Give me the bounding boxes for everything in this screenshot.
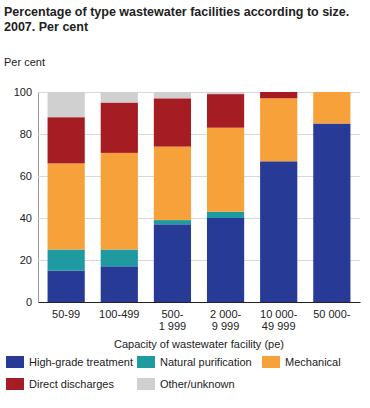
bar-segment (154, 224, 191, 302)
bar-segment (313, 92, 350, 93)
y-tick-label: 80 (20, 128, 32, 140)
y-axis: 0 20 40 60 80 100 (14, 86, 360, 308)
x-tick: 100-499 (99, 302, 139, 320)
bar-segment (48, 92, 85, 117)
x-tick: 500-1 999 (159, 302, 187, 332)
bar-segment (313, 124, 350, 303)
bar-segment (48, 163, 85, 249)
bar-segment (207, 218, 244, 302)
bar-segment (260, 92, 297, 98)
x-tick-label: 10 000-49 999 (260, 308, 298, 333)
bar-segment (260, 98, 297, 161)
bar-segment (207, 128, 244, 212)
grid-line (38, 302, 360, 303)
bar-segment (48, 250, 85, 271)
bars (48, 92, 351, 302)
y-axis-title: Per cent (4, 56, 45, 68)
bar-segment (207, 94, 244, 128)
bar-segment (101, 103, 138, 153)
bar-segment (101, 92, 138, 103)
legend-item: Direct discharges (6, 378, 114, 390)
bar-segment (101, 250, 138, 267)
legend-label: Direct discharges (29, 378, 114, 390)
x-tick-label: 2 000-9 999 (210, 308, 242, 333)
bar-segment (154, 220, 191, 224)
x-tick-label: 500-1 999 (159, 308, 187, 333)
x-tick: 10 000-49 999 (260, 302, 298, 332)
bar-segment (207, 212, 244, 218)
bar-segment (154, 98, 191, 146)
grid-line (38, 134, 360, 135)
legend-label: High-grade treatment (29, 356, 133, 368)
bar-segment (101, 153, 138, 250)
bar-segment (207, 92, 244, 94)
legend-swatch (137, 378, 155, 390)
y-tick-label: 40 (20, 212, 32, 224)
x-axis-title: Capacity of wastewater facility (pe) (114, 338, 284, 350)
legend-swatch (6, 356, 24, 368)
bar-segment (154, 147, 191, 221)
series (48, 92, 298, 163)
x-tick-label: 50-99 (52, 308, 80, 320)
legend-swatch (137, 356, 155, 368)
y-axis-line (39, 93, 361, 303)
chart: Percentage of type wastewater facilities… (0, 0, 370, 408)
x-tick: 50-99 (52, 302, 80, 320)
bar-segment (154, 92, 191, 98)
plot: 0 20 40 60 80 100 50-99 100-499 500-1 999 2 000-9… (14, 86, 361, 332)
bar-segment (313, 92, 350, 124)
x-axis: 50-99 100-499 500-1 999 2 000-9 999 10 000-4… (39, 302, 361, 332)
title: Percentage of type wastewater facilities… (4, 5, 349, 34)
legend-label: Other/unknown (160, 378, 235, 390)
grid-line (38, 176, 360, 177)
y-tick-label: 100 (14, 86, 32, 98)
grid-line (38, 218, 360, 219)
bar-segment (48, 271, 85, 303)
legend: High-grade treatment Natural purification… (6, 356, 341, 390)
y-tick-label: 60 (20, 170, 32, 182)
legend-item: Other/unknown (137, 378, 235, 390)
bar-segment (260, 92, 297, 93)
legend-label: Natural purification (160, 356, 252, 368)
x-axis-line (39, 302, 361, 303)
x-tick: 2 000-9 999 (210, 302, 242, 332)
legend-swatch (262, 356, 280, 368)
bar-segment (260, 161, 297, 302)
legend-item: Natural purification (137, 356, 252, 368)
series (48, 92, 351, 250)
bar-segment (313, 92, 350, 93)
bar-segment (48, 117, 85, 163)
grid-line (38, 92, 360, 93)
x-tick-label: 50 000- (313, 308, 351, 320)
legend-item: Mechanical (262, 356, 341, 368)
y-tick-label: 20 (20, 254, 32, 266)
x-tick: 50 000- (313, 302, 351, 320)
bar-segment (101, 266, 138, 302)
series (48, 124, 351, 303)
y-tick-label: 0 (26, 296, 32, 308)
grid-line (38, 260, 360, 261)
legend-label: Mechanical (285, 356, 341, 368)
legend-swatch (6, 378, 24, 390)
legend-item: High-grade treatment (6, 356, 133, 368)
series (48, 92, 245, 117)
x-tick-label: 100-499 (99, 308, 139, 320)
